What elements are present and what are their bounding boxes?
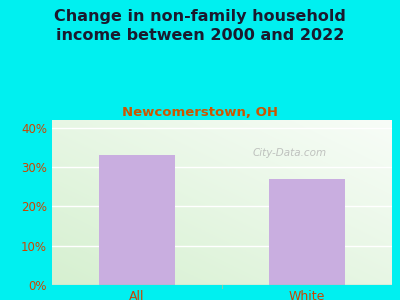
Text: City-Data.com: City-Data.com bbox=[253, 148, 327, 158]
Bar bbox=[99, 155, 175, 285]
Text: Change in non-family household
income between 2000 and 2022: Change in non-family household income be… bbox=[54, 9, 346, 43]
Text: Newcomerstown, OH: Newcomerstown, OH bbox=[122, 106, 278, 119]
Bar bbox=[269, 179, 345, 285]
